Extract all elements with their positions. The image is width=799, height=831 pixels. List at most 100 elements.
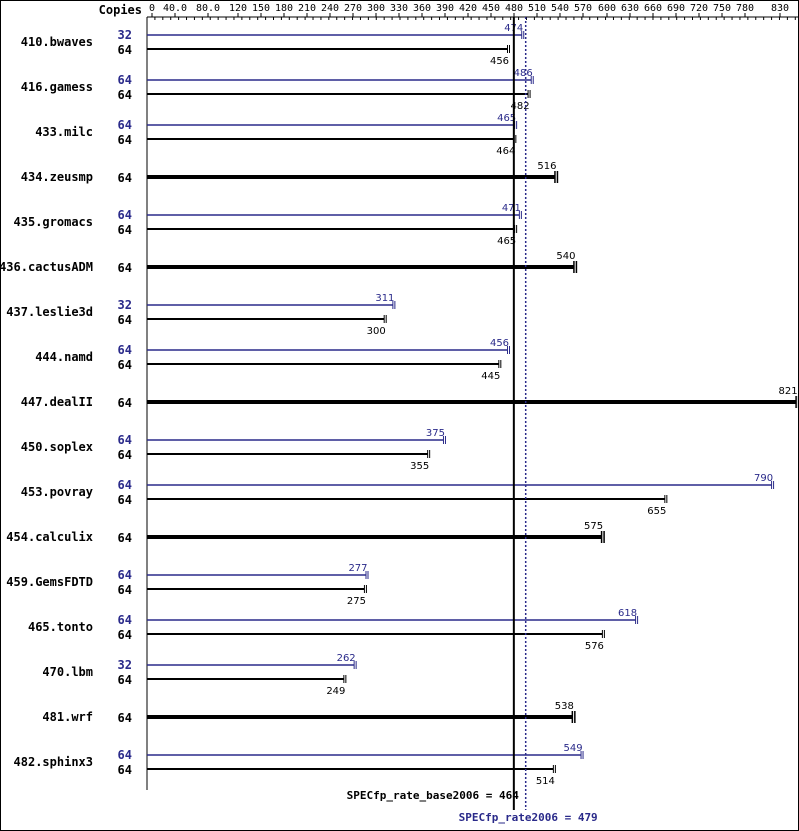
- benchmark-label: 453.povray: [21, 485, 93, 499]
- base-copies: 64: [118, 531, 132, 545]
- peak-value-label: 465: [497, 113, 516, 124]
- benchmark-label: 444.namd: [35, 350, 93, 364]
- benchmark-label: 459.GemsFDTD: [6, 575, 93, 589]
- peak-copies: 64: [118, 433, 132, 447]
- benchmark-row: 434.zeusmp 64 516: [21, 161, 559, 185]
- peak-value-label: 277: [348, 563, 367, 574]
- benchmark-label: 437.leslie3d: [6, 305, 93, 319]
- x-tick-label: 270: [344, 3, 362, 14]
- bars: 410.bwaves3264474456416.gamess6464486482…: [0, 23, 799, 787]
- x-tick-label: 750: [713, 3, 731, 14]
- x-tick-label: 240: [321, 3, 339, 14]
- peak-copies: 32: [118, 658, 132, 672]
- base-value-label: 249: [326, 686, 345, 697]
- base-value-label: 576: [585, 641, 604, 652]
- base-copies: 64: [118, 313, 132, 327]
- base-value-label: 540: [556, 251, 575, 262]
- base-copies: 64: [118, 711, 132, 725]
- x-tick-label: 510: [528, 3, 546, 14]
- x-tick-label: 480: [505, 3, 523, 14]
- base-value-label: 516: [537, 161, 556, 172]
- peak-value-label: 486: [514, 68, 533, 79]
- benchmark-label: 433.milc: [35, 125, 93, 139]
- peak-copies: 64: [118, 613, 132, 627]
- x-tick-label: 40.0: [163, 3, 187, 14]
- x-tick-label: 300: [367, 3, 385, 14]
- benchmark-label: 482.sphinx3: [14, 755, 93, 769]
- benchmark-label: 447.dealII: [21, 395, 93, 409]
- peak-value-label: 790: [754, 473, 773, 484]
- x-tick-label: 390: [436, 3, 454, 14]
- copies-header: Copies: [99, 3, 142, 17]
- x-tick-label: 150: [252, 3, 270, 14]
- base-copies: 64: [118, 261, 132, 275]
- benchmark-label: 470.lbm: [42, 665, 93, 679]
- x-tick-label: 120: [229, 3, 247, 14]
- base-copies: 64: [118, 171, 132, 185]
- base-value-label: 355: [410, 461, 429, 472]
- x-tick-label: 450: [482, 3, 500, 14]
- base-copies: 64: [118, 448, 132, 462]
- benchmark-row: 410.bwaves3264474456: [21, 23, 525, 67]
- x-tick-label: 660: [644, 3, 662, 14]
- base-value-label: 464: [496, 146, 515, 157]
- x-tick-label: 360: [413, 3, 431, 14]
- benchmark-label: 434.zeusmp: [21, 170, 93, 184]
- x-tick-label: 210: [298, 3, 316, 14]
- peak-value-label: 311: [375, 293, 394, 304]
- base-value-label: 300: [367, 326, 386, 337]
- x-tick-label: 540: [551, 3, 569, 14]
- x-tick-label: 690: [667, 3, 685, 14]
- benchmark-label: 436.cactusADM: [0, 260, 93, 274]
- x-tick-label: 630: [621, 3, 639, 14]
- benchmark-label: 465.tonto: [28, 620, 93, 634]
- peak-value-label: 456: [490, 338, 509, 349]
- base-copies: 64: [118, 43, 132, 57]
- x-tick-label: 830: [771, 3, 789, 14]
- peak-value-label: 375: [426, 428, 445, 439]
- x-tick-label: 180: [275, 3, 293, 14]
- peak-copies: 64: [118, 568, 132, 582]
- peak-copies: 64: [118, 343, 132, 357]
- benchmark-row: 436.cactusADM 64 540: [0, 251, 578, 275]
- x-tick-label: 0: [149, 3, 155, 14]
- base-value-label: 482: [511, 101, 530, 112]
- base-copies: 64: [118, 583, 132, 597]
- x-tick-label: 780: [736, 3, 754, 14]
- peak-value-label: 549: [563, 743, 582, 754]
- benchmark-label: 435.gromacs: [14, 215, 93, 229]
- peak-value-label: 618: [618, 608, 637, 619]
- peak-copies: 64: [118, 478, 132, 492]
- base-value-label: 445: [481, 371, 500, 382]
- x-tick-label: 720: [690, 3, 708, 14]
- base-copies: 64: [118, 673, 132, 687]
- base-value-label: 456: [490, 56, 509, 67]
- base-copies: 64: [118, 628, 132, 642]
- peak-copies: 64: [118, 748, 132, 762]
- base-copies: 64: [118, 223, 132, 237]
- base-value-label: 514: [536, 776, 555, 787]
- base-value-label: 655: [647, 506, 666, 517]
- x-tick-label: 80.0: [196, 3, 220, 14]
- peak-copies: 64: [118, 208, 132, 222]
- x-tick-label: 570: [574, 3, 592, 14]
- base-copies: 64: [118, 396, 132, 410]
- reference-lines: SPECfp_rate_base2006 = 464 SPECfp_rate200…: [347, 17, 598, 824]
- benchmark-label: 410.bwaves: [21, 35, 93, 49]
- base-value-label: 275: [347, 596, 366, 607]
- x-tick-label: 420: [459, 3, 477, 14]
- benchmark-label: 450.soplex: [21, 440, 93, 454]
- peak-summary-label: SPECfp_rate2006 = 479: [459, 811, 598, 824]
- benchmark-row: 481.wrf 64 538: [42, 701, 576, 725]
